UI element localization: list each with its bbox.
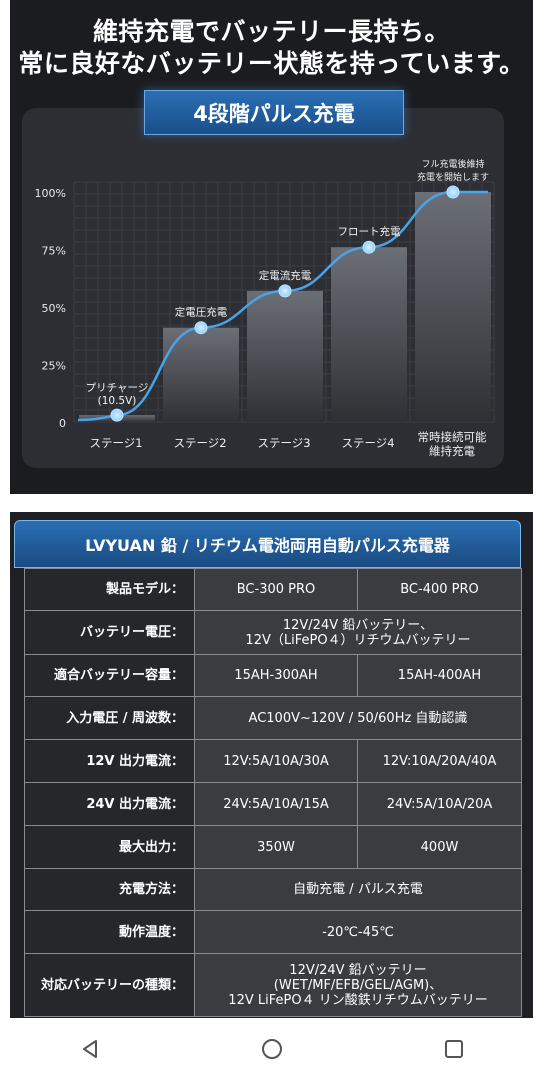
home-button[interactable]	[252, 1029, 292, 1069]
spec-label: 製品モデル：	[24, 568, 195, 611]
spec-row: 充電方法： 自動充電 / パルス充電	[24, 868, 522, 911]
stage-point-label: プリチャージ	[86, 382, 149, 394]
spec-row: 対応バッテリーの種類： 12V/24V 鉛バッテリー (WET/MF/EFB/GEL…	[24, 953, 522, 1017]
recents-button[interactable]	[434, 1029, 474, 1069]
stage-point-label: 定電流充電	[259, 269, 312, 282]
spec-label: 12V 出力電流：	[24, 739, 195, 783]
spec-value: AC100V~120V / 50/60Hz 自動認識	[194, 696, 522, 740]
x-category-label: 維持充電	[429, 444, 475, 458]
stage-point	[110, 408, 124, 422]
spec-label: 対応バッテリーの種類：	[24, 953, 195, 1017]
stage-point-label: フル充電後維持	[421, 158, 484, 170]
spec-row: 動作温度： -20℃-45℃	[24, 910, 522, 954]
spec-label: 適合バッテリー容量：	[24, 654, 195, 697]
y-tick-label: 0	[59, 417, 66, 430]
spec-label: 最大出力：	[24, 825, 195, 869]
spec-value-bc400: 15AH-400AH	[357, 654, 522, 697]
spec-value-bc400: 24V:5A/10A/20A	[357, 782, 522, 826]
bar	[415, 192, 491, 422]
stage-point-label: フロート充電	[338, 225, 401, 238]
stage-point-label: 充電を開始します	[417, 171, 489, 183]
spec-label: 動作温度：	[24, 910, 195, 954]
recents-square-icon	[445, 1040, 464, 1058]
spec-value-bc300: BC-300 PRO	[194, 568, 358, 611]
spec-value-bc300: 12V:5A/10A/30A	[194, 739, 358, 783]
spec-value-bc400: 12V:10A/20A/40A	[357, 739, 522, 783]
spec-label: 24V 出力電流：	[24, 782, 195, 826]
spec-value-bc400: BC-400 PRO	[357, 568, 522, 611]
spec-row: 入力電圧 / 周波数： AC100V~120V / 50/60Hz 自動認識	[24, 696, 522, 740]
stage-point	[278, 284, 292, 298]
back-button[interactable]	[71, 1029, 111, 1069]
spec-label: バッテリー電圧：	[24, 610, 195, 655]
x-category-label: ステージ1	[89, 436, 142, 450]
spec-table-title: LVYUAN 鉛 / リチウム電池両用自動パルス充電器	[14, 520, 521, 568]
spec-table: 製品モデル： BC-300 PRO BC-400 PRO バッテリー電圧： 12V/24…	[24, 568, 522, 1017]
spec-label: 入力電圧 / 周波数：	[24, 696, 195, 740]
stage-point-label: 定電圧充電	[175, 306, 228, 319]
headline-line1: 維持充電でバッテリー長持ち。	[92, 17, 450, 46]
x-category-label: ステージ4	[341, 436, 394, 450]
y-tick-label: 75%	[42, 245, 66, 258]
spec-row: 24V 出力電流： 24V:5A/10A/15A 24V:5A/10A/20A	[24, 782, 522, 826]
spec-row: 最大出力： 350W 400W	[24, 825, 522, 869]
stage-point	[194, 321, 208, 335]
x-category-label: ステージ2	[173, 436, 226, 450]
x-category-label: 常時接続可能	[418, 430, 487, 444]
y-tick-label: 100%	[35, 187, 66, 200]
spec-label: 充電方法：	[24, 868, 195, 911]
x-category-label: ステージ3	[257, 436, 310, 450]
home-circle-icon	[262, 1039, 283, 1059]
headline-line2: 常に良好なバッテリー状態を持っています。	[18, 49, 525, 78]
stage-point	[362, 240, 376, 254]
spec-row: 適合バッテリー容量： 15AH-300AH 15AH-400AH	[24, 654, 522, 697]
spec-value-bc300: 15AH-300AH	[194, 654, 358, 697]
y-tick-label: 50%	[42, 302, 66, 315]
android-navbar	[0, 1018, 545, 1080]
spec-value: 自動充電 / パルス充電	[194, 868, 522, 911]
stage-point-label: (10.5V)	[98, 395, 137, 407]
charging-stage-chart: 0 25% 50% 75% 100% プリチャージ(10.5V) 定電圧充電 定電流充電 フロー…	[35, 158, 495, 458]
spec-value: -20℃-45℃	[194, 910, 522, 954]
stage-point	[446, 185, 460, 199]
spec-value: 12V/24V 鉛バッテリー、 12V（LiFePO４）リチウムバッテリー	[194, 610, 522, 655]
bar	[331, 247, 407, 422]
y-tick-label: 25%	[42, 360, 66, 373]
section-gap	[0, 494, 545, 512]
spec-value-bc300: 350W	[194, 825, 358, 869]
back-triangle-icon	[82, 1040, 97, 1058]
spec-value-bc300: 24V:5A/10A/15A	[194, 782, 358, 826]
spec-row: バッテリー電圧： 12V/24V 鉛バッテリー、 12V（LiFePO４）リチウムバ…	[24, 610, 522, 655]
spec-row: 12V 出力電流： 12V:5A/10A/30A 12V:10A/20A/40A	[24, 739, 522, 783]
bar	[247, 290, 323, 422]
chart-title-banner: 4段階パルス充電	[144, 90, 404, 135]
spec-value-bc400: 400W	[357, 825, 522, 869]
spec-value: 12V/24V 鉛バッテリー (WET/MF/EFB/GEL/AGM)、 12V L…	[194, 953, 522, 1017]
spec-row: 製品モデル： BC-300 PRO BC-400 PRO	[24, 568, 522, 611]
